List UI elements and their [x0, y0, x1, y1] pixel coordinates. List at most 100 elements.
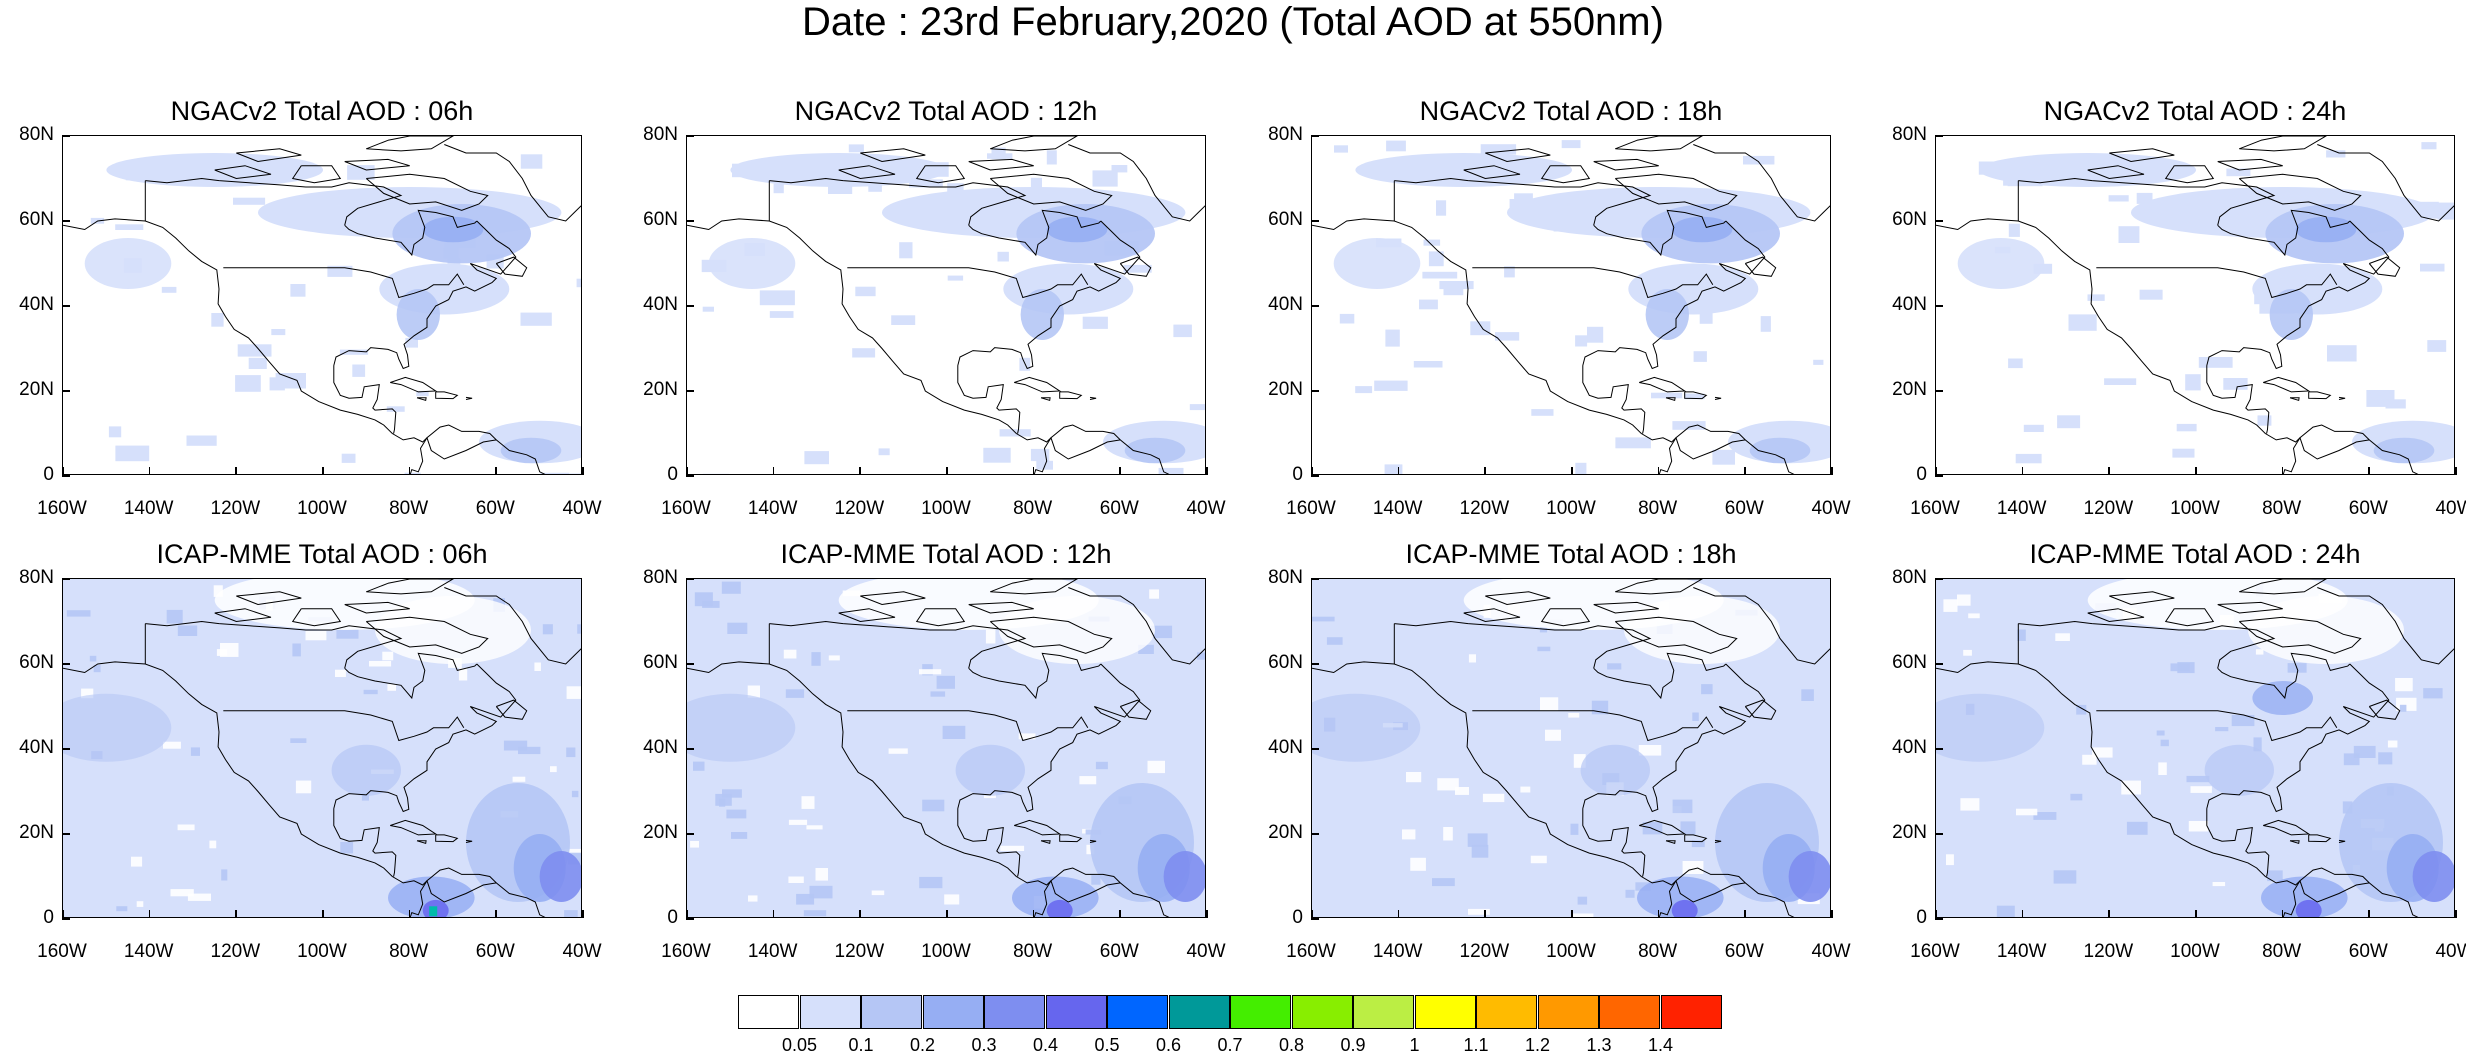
- lon-tick: [1571, 910, 1573, 918]
- lat-tick: [686, 918, 694, 920]
- map-panel: NGACv2 Total AOD : 24h 80N 60N 40N 20N 0 160W 1…: [1892, 96, 2466, 519]
- lat-tick-label: 0: [667, 907, 678, 928]
- lon-tick-label: 100W: [921, 941, 971, 962]
- aod-map: [1311, 135, 1831, 475]
- colorbar-swatch: [1599, 995, 1660, 1029]
- map-panel: ICAP-MME Total AOD : 18h 80N 60N 40N 20N 0 160…: [1268, 539, 1850, 962]
- lat-tick: [686, 305, 694, 307]
- lon-tick-label: 60W: [1099, 941, 1139, 962]
- colorbar-swatch: [922, 995, 984, 1029]
- lon-tick-label: 120W: [834, 941, 885, 962]
- lat-tick: [1311, 663, 1319, 665]
- lat-tick: [62, 390, 70, 392]
- lon-tick-label: 80W: [1013, 498, 1053, 519]
- aod-map: [1311, 578, 1831, 918]
- aod-map: [62, 135, 582, 475]
- lon-tick-label: 160W: [661, 498, 711, 519]
- lon-tick: [2021, 467, 2024, 475]
- panel-title: ICAP-MME Total AOD : 18h: [1405, 539, 1737, 569]
- lon-tick: [859, 467, 861, 475]
- lat-tick-label: 20N: [1892, 379, 1927, 400]
- lat-tick: [686, 833, 694, 835]
- lon-tick: [859, 910, 861, 918]
- colorbar-label: 0.05: [781, 1035, 818, 1055]
- lat-tick: [1311, 390, 1319, 392]
- lon-tick-label: 140W: [1996, 941, 2047, 962]
- lon-tick-label: 100W: [2170, 941, 2220, 962]
- lat-tick-label: 20N: [643, 822, 678, 843]
- lon-tick: [1657, 467, 1660, 475]
- lon-tick-label: 60W: [2348, 941, 2388, 962]
- lat-tick: [1311, 135, 1319, 137]
- colorbar-label: 0.5: [1094, 1035, 1120, 1055]
- lat-tick-label: 80N: [19, 567, 54, 588]
- lon-tick-label: 40W: [1811, 498, 1851, 519]
- lon-tick: [1397, 910, 1400, 918]
- lat-tick-label: 20N: [1268, 822, 1303, 843]
- lat-tick: [686, 748, 694, 750]
- lat-tick: [1935, 663, 1943, 665]
- lon-tick: [2108, 910, 2110, 918]
- lat-tick-label: 60N: [1268, 209, 1303, 230]
- lon-tick-label: 100W: [1546, 941, 1596, 962]
- lon-tick: [1935, 910, 1937, 918]
- lon-tick: [2108, 467, 2110, 475]
- lon-tick-label: 120W: [1459, 941, 1510, 962]
- colorbar-label: 0.8: [1278, 1035, 1305, 1055]
- lon-tick: [2368, 467, 2370, 475]
- lat-tick-label: 60N: [643, 209, 678, 230]
- lon-tick-label: 140W: [123, 941, 174, 962]
- panel-title: ICAP-MME Total AOD : 24h: [2029, 539, 2361, 569]
- map-panel: NGACv2 Total AOD : 12h 80N 60N 40N 20N 0 160W 1…: [643, 96, 1225, 519]
- lat-tick: [1935, 220, 1943, 222]
- lat-tick: [62, 135, 70, 137]
- lat-tick-label: 40N: [1268, 294, 1303, 315]
- aod-map: [1935, 135, 2455, 475]
- panel-title: NGACv2 Total AOD : 18h: [1419, 96, 1723, 126]
- colorbar-swatch: [1476, 995, 1537, 1029]
- lat-tick-label: 60N: [1892, 209, 1927, 230]
- aod-field: [1312, 579, 1830, 917]
- lat-tick-label: 80N: [19, 124, 54, 145]
- lat-tick-label: 60N: [643, 652, 678, 673]
- lat-tick: [686, 663, 694, 665]
- lat-tick-label: 0: [1292, 907, 1303, 928]
- lat-tick: [1935, 135, 1943, 137]
- lon-tick-label: 160W: [1286, 941, 1336, 962]
- aod-field: [63, 579, 581, 917]
- lat-tick-label: 0: [43, 907, 54, 928]
- lon-tick-label: 120W: [210, 498, 261, 519]
- lon-tick-label: 40W: [1186, 498, 1226, 519]
- lon-tick: [1032, 467, 1035, 475]
- lat-tick-label: 0: [667, 464, 678, 485]
- lon-tick-label: 40W: [562, 498, 602, 519]
- colorbar-label: 0.9: [1340, 1035, 1366, 1055]
- lon-tick: [1484, 467, 1486, 475]
- lon-tick-label: 40W: [2435, 498, 2466, 519]
- aod-field: [1936, 579, 2454, 917]
- lon-tick: [1484, 910, 1486, 918]
- lon-tick-label: 100W: [297, 941, 347, 962]
- panel-title: NGACv2 Total AOD : 06h: [170, 96, 474, 126]
- lat-tick-label: 80N: [643, 567, 678, 588]
- map-panel: ICAP-MME Total AOD : 06h 80N 60N 40N 20N 0 160…: [19, 539, 601, 962]
- lon-tick: [1311, 910, 1313, 918]
- lon-tick-label: 120W: [2083, 941, 2134, 962]
- lon-tick-label: 80W: [1638, 498, 1678, 519]
- colorbar-label: 1.1: [1463, 1035, 1489, 1055]
- lat-tick-label: 80N: [1892, 124, 1927, 145]
- lon-tick: [1032, 910, 1035, 918]
- lon-tick: [946, 467, 948, 475]
- lon-tick: [2021, 910, 2024, 918]
- lat-tick: [62, 833, 70, 835]
- lon-tick-label: 60W: [1099, 498, 1139, 519]
- lat-tick: [1935, 578, 1943, 580]
- lon-tick: [2195, 910, 2197, 918]
- lon-tick: [2455, 467, 2457, 475]
- lat-tick-label: 40N: [1892, 294, 1927, 315]
- lon-tick-label: 40W: [1811, 941, 1851, 962]
- lon-tick-label: 160W: [1910, 498, 1960, 519]
- lon-tick: [2281, 467, 2284, 475]
- lat-tick-label: 20N: [19, 379, 54, 400]
- colorbar-swatch: [861, 995, 922, 1029]
